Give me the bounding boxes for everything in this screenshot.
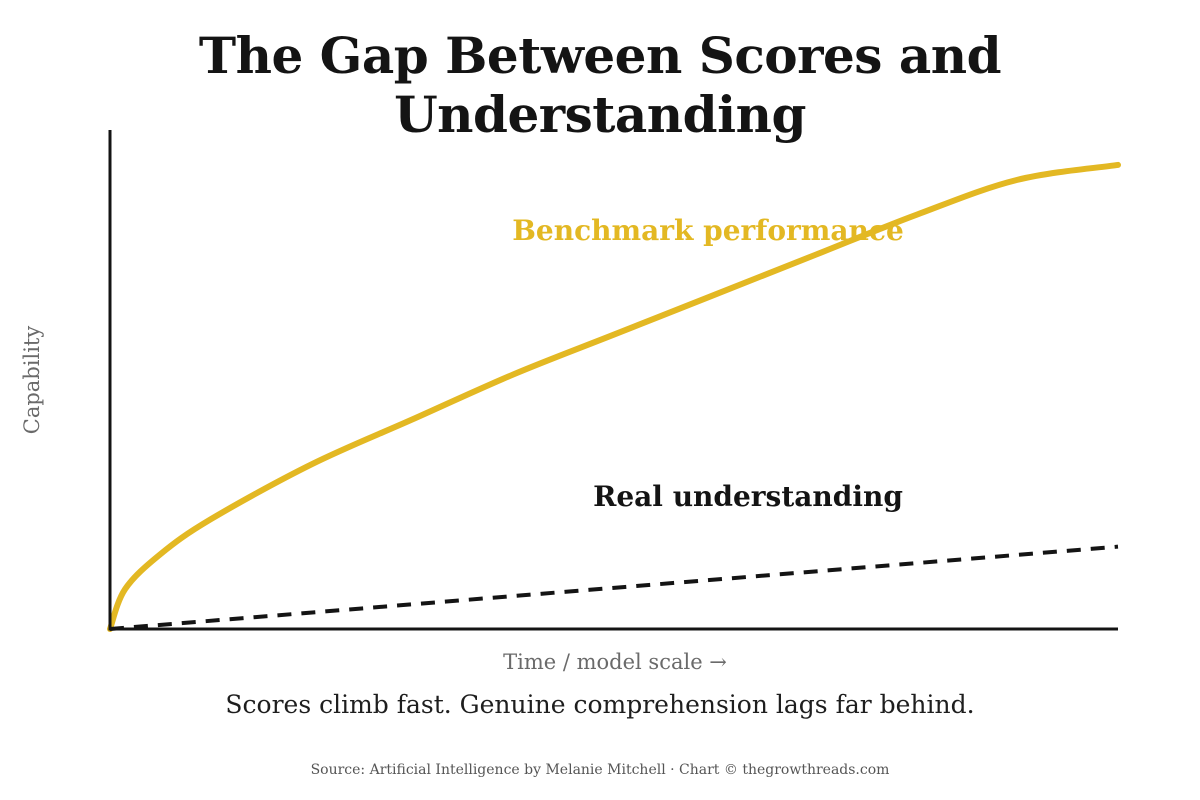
chart-subtitle: Scores climb fast. Genuine comprehension… bbox=[225, 690, 975, 719]
series-line-real-understanding bbox=[109, 544, 1119, 631]
labels-layer: Benchmark performance Real understanding bbox=[512, 214, 904, 513]
series-label-real-understanding: Real understanding bbox=[593, 480, 903, 513]
x-axis-label: Time / model scale → bbox=[503, 650, 727, 674]
series-label-benchmark-performance: Benchmark performance bbox=[512, 214, 904, 247]
axes-layer bbox=[108, 130, 1118, 631]
chart-title: The Gap Between Scores and Understanding bbox=[198, 26, 1002, 144]
source-note: Source: Artificial Intelligence by Melan… bbox=[310, 762, 890, 778]
y-axis-label: Capability bbox=[20, 325, 44, 435]
series-line-benchmark-performance bbox=[107, 161, 1121, 632]
series-layer bbox=[107, 161, 1121, 632]
